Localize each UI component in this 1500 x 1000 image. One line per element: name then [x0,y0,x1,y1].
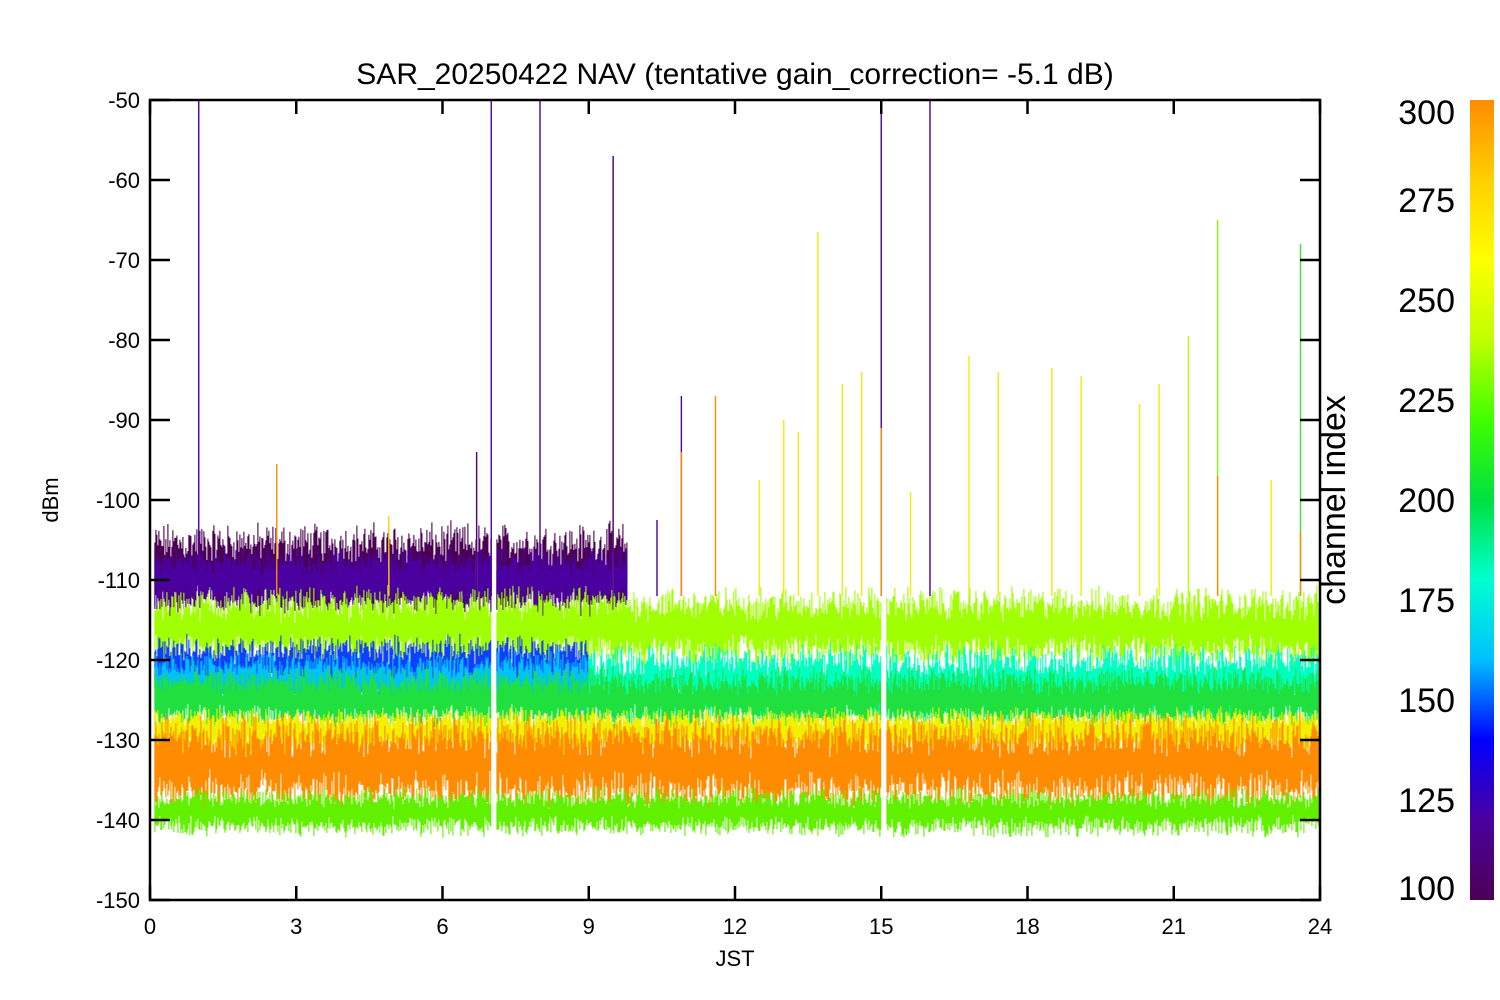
band-channel-225 [154,665,1320,735]
x-tick-label: 21 [1162,914,1186,939]
y-tick-label: -60 [108,168,140,193]
y-tick-label: -130 [96,728,140,753]
y-axis-label: dBm [38,477,63,522]
gap-0 [491,612,497,900]
series-spikes [198,100,1302,596]
band-channel-250 [154,785,1320,838]
x-axis: 0 3 6 9 12 15 18 21 24 [144,100,1332,939]
band-channel-255 [154,585,1320,672]
series-bands [154,520,1320,838]
y-tick-label: -80 [108,328,140,353]
data-gaps [491,612,887,900]
colorbar-gradient [1470,100,1494,900]
colorbar-tick-label: 300 [1398,94,1455,132]
x-tick-label: 3 [290,914,302,939]
x-tick-label: 24 [1308,914,1332,939]
colorbar-tick-label: 225 [1398,382,1455,420]
y-tick-label: -140 [96,808,140,833]
y-tick-label: -120 [96,648,140,673]
gap-1 [881,612,887,900]
y-tick-label: -110 [98,568,140,593]
x-tick-label: 18 [1015,914,1039,939]
colorbar-label: channel index [1315,395,1353,605]
colorbar-tick-label: 100 [1398,870,1455,908]
y-tick-label: -50 [108,88,140,113]
y-axis: -50 -60 -70 -80 -90 -100 -110 -120 -130 -140 -150 [96,88,1320,913]
colorbar-tick-label: 150 [1398,682,1455,720]
colorbar-tick-label: 275 [1398,182,1455,220]
x-axis-label: JST [715,946,754,971]
y-tick-label: -150 [96,888,140,913]
colorbar: 300 275 250 225 200 175 150 125 100 channel inde… [1315,94,1494,908]
x-tick-label: 9 [583,914,595,939]
colorbar-tick-label: 175 [1398,582,1455,620]
y-tick-label: -70 [108,248,140,273]
x-tick-label: 0 [144,914,156,939]
x-tick-label: 15 [869,914,893,939]
x-tick-label: 12 [723,914,747,939]
band-channel-295 [154,712,1320,816]
band-channel-110 [154,546,628,615]
y-tick-label: -100 [96,488,140,513]
x-tick-label: 6 [436,914,448,939]
colorbar-tick-label: 250 [1398,282,1455,320]
y-tick-label: -90 [108,408,140,433]
chart-title: SAR_20250422 NAV (tentative gain_correct… [356,58,1113,91]
colorbar-tick-label: 200 [1398,482,1455,520]
colorbar-tick-label: 125 [1398,782,1455,820]
